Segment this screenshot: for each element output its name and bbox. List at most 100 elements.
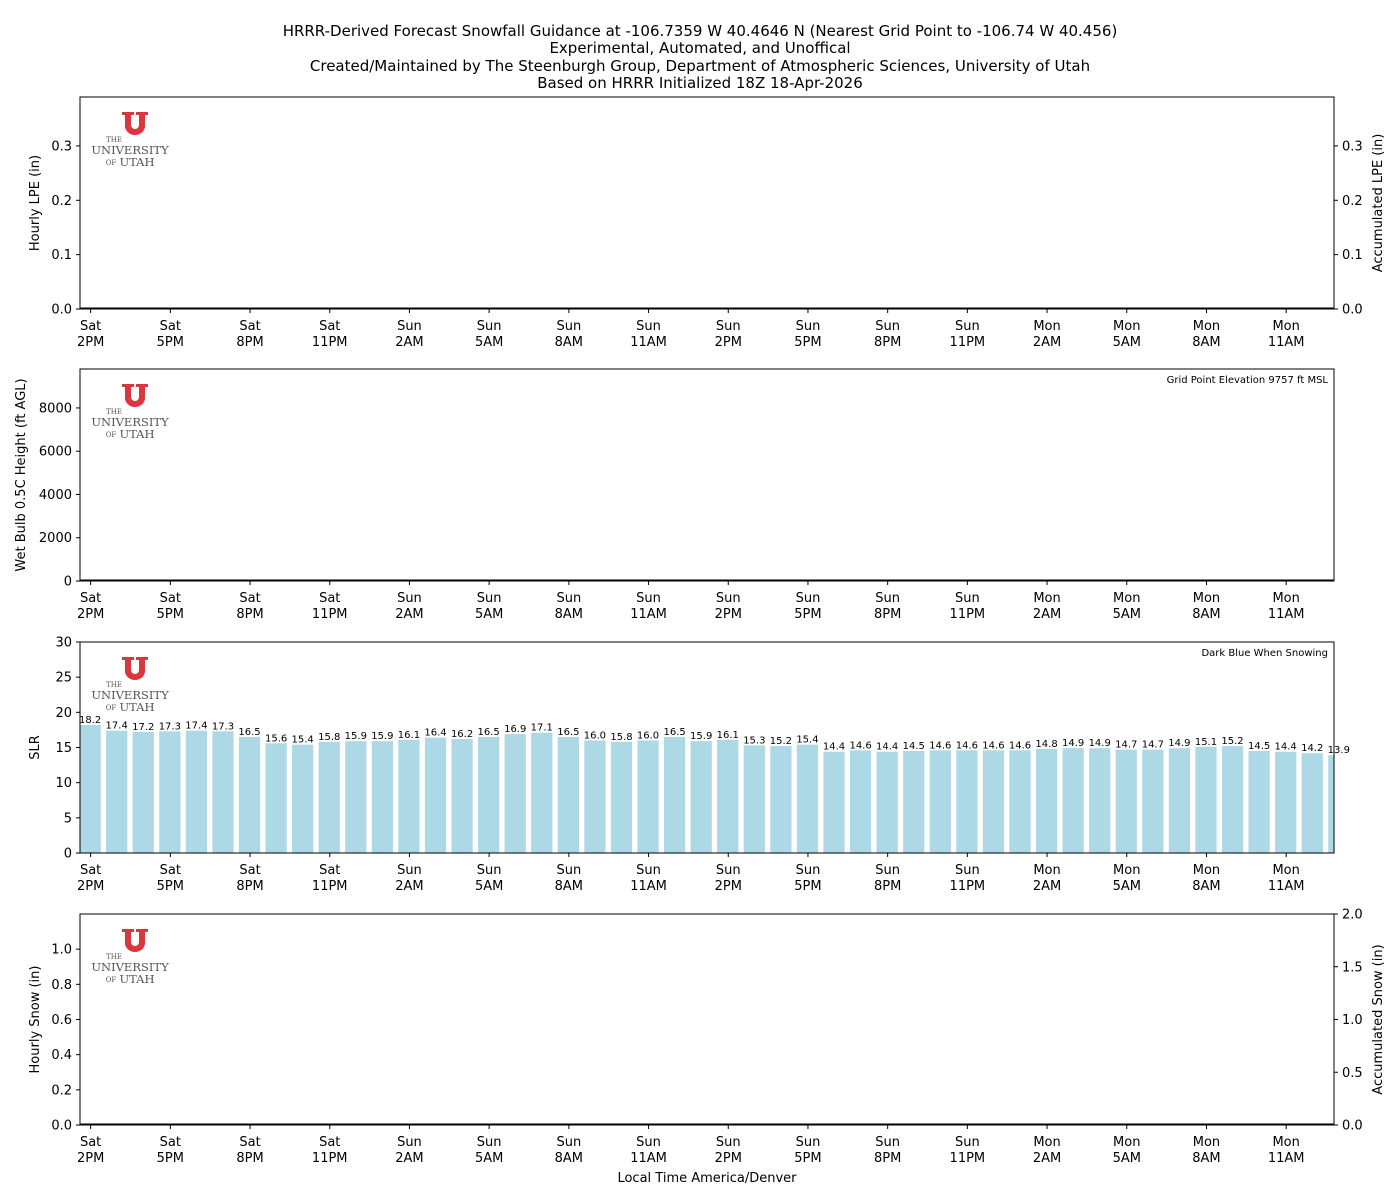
slr-bar xyxy=(796,744,819,853)
slr-bar-label: 14.2 xyxy=(1301,743,1323,754)
x-tick-day: Sat xyxy=(319,1135,340,1150)
x-tick-day: Sun xyxy=(556,1135,581,1150)
title-line-3: Created/Maintained by The Steenburgh Gro… xyxy=(310,57,1090,75)
x-tick-day: Sun xyxy=(716,1135,741,1150)
x-tick-day: Sat xyxy=(160,591,181,606)
x-axis-label: Local Time America/Denver xyxy=(617,1171,797,1186)
slr-bar-label: 14.6 xyxy=(1009,740,1031,751)
slr-bar xyxy=(770,746,792,853)
slr-bar-label: 14.6 xyxy=(956,740,978,751)
slr-bar-label: 14.4 xyxy=(876,742,898,753)
x-tick-time: 11PM xyxy=(312,335,348,350)
x-tick-day: Sun xyxy=(796,319,821,334)
y-tick-label: 0 xyxy=(64,847,72,862)
panel-annotation: Dark Blue When Snowing xyxy=(1201,648,1328,659)
slr-bar-label: 15.4 xyxy=(292,735,314,746)
slr-bar xyxy=(956,750,978,853)
x-tick-day: Sun xyxy=(556,863,581,878)
logo-line-of: OF xyxy=(106,976,117,984)
x-tick-time: 5PM xyxy=(794,1151,821,1166)
y-tick-label: 2000 xyxy=(39,531,72,546)
panel-annotation: Grid Point Elevation 9757 ft MSL xyxy=(1167,375,1329,386)
x-tick-day: Mon xyxy=(1193,591,1220,606)
slr-bar xyxy=(610,741,633,853)
x-tick-time: 11PM xyxy=(312,879,348,894)
x-tick-day: Sun xyxy=(397,319,422,334)
x-tick-day: Sun xyxy=(955,1135,980,1150)
x-tick-day: Sun xyxy=(716,319,741,334)
x-tick-day: Sat xyxy=(80,863,101,878)
slr-bar-label: 16.9 xyxy=(504,724,526,735)
x-tick-time: 8PM xyxy=(874,1151,901,1166)
slr-bar xyxy=(292,744,314,853)
y-axis-label: SLR xyxy=(28,735,43,760)
logo-u-icon xyxy=(122,929,148,952)
x-tick-day: Mon xyxy=(1272,591,1299,606)
slr-bar-label: 15.2 xyxy=(1221,736,1243,747)
slr-bar xyxy=(876,751,898,853)
slr-bar-label: 15.9 xyxy=(345,731,367,742)
x-tick-time: 2AM xyxy=(1033,1151,1061,1166)
x-tick-time: 8PM xyxy=(236,607,263,622)
slr-bar xyxy=(132,732,154,853)
x-tick-day: Sun xyxy=(397,1135,422,1150)
x-tick-day: Sun xyxy=(636,863,661,878)
x-tick-time: 5AM xyxy=(475,1151,503,1166)
x-tick-day: Sun xyxy=(556,319,581,334)
y-right-tick-label: 0.0 xyxy=(1342,303,1363,318)
x-tick-day: Mon xyxy=(1193,319,1220,334)
x-tick-day: Sat xyxy=(319,863,340,878)
x-tick-day: Mon xyxy=(1033,319,1060,334)
x-tick-time: 5AM xyxy=(1113,335,1141,350)
logo-line-of: OF xyxy=(106,704,117,712)
x-tick-day: Sun xyxy=(397,863,422,878)
slr-bar-label: 14.8 xyxy=(1035,739,1057,750)
x-tick-day: Sun xyxy=(477,319,502,334)
y-tick-label: 0.6 xyxy=(51,1013,72,1028)
slr-bar-label: 17.4 xyxy=(106,721,128,732)
y-axis-label: Wet Bulb 0.5C Height (ft AGL) xyxy=(14,378,29,571)
x-tick-day: Sun xyxy=(875,1135,900,1150)
y-tick-label: 4000 xyxy=(39,488,72,503)
x-tick-day: Sat xyxy=(239,863,260,878)
y-axis-label: Hourly Snow (in) xyxy=(28,966,43,1074)
x-tick-day: Sun xyxy=(716,591,741,606)
slr-bar xyxy=(823,751,845,853)
slr-bar-label: 14.9 xyxy=(1062,738,1084,749)
slr-bar-label: 17.2 xyxy=(132,722,154,733)
x-tick-time: 5AM xyxy=(1113,879,1141,894)
x-tick-day: Mon xyxy=(1113,319,1140,334)
y-tick-label: 30 xyxy=(55,636,72,651)
slr-bar-label: 14.5 xyxy=(1248,741,1270,752)
slr-bar-label: 14.7 xyxy=(1115,740,1137,751)
x-tick-time: 8AM xyxy=(555,607,583,622)
slr-bar xyxy=(929,750,951,853)
x-tick-day: Sun xyxy=(716,863,741,878)
y-tick-label: 0.1 xyxy=(51,248,72,263)
x-tick-time: 11PM xyxy=(312,1151,348,1166)
slr-bar-label: 15.1 xyxy=(1195,737,1217,748)
x-tick-day: Sat xyxy=(80,319,101,334)
slr-bar xyxy=(185,730,208,853)
slr-bar-label: 16.1 xyxy=(717,730,739,741)
y-tick-label: 0.2 xyxy=(51,1083,72,1098)
x-tick-time: 11AM xyxy=(1268,607,1305,622)
y-tick-label: 10 xyxy=(55,776,72,791)
logo-line-university: UNIVERSITY xyxy=(91,415,169,429)
slr-bar xyxy=(849,750,872,853)
logo-u-icon xyxy=(122,112,148,135)
slr-bar-label: 15.2 xyxy=(770,736,792,747)
y-right-tick-label: 0.2 xyxy=(1342,194,1363,209)
x-tick-time: 2AM xyxy=(395,607,423,622)
x-tick-time: 5AM xyxy=(475,607,503,622)
y-tick-label: 1.0 xyxy=(51,943,72,958)
x-tick-time: 8PM xyxy=(874,879,901,894)
x-tick-day: Sat xyxy=(80,1135,101,1150)
slr-bar xyxy=(478,736,500,853)
x-tick-day: Sun xyxy=(955,863,980,878)
x-tick-day: Sun xyxy=(477,591,502,606)
x-tick-day: Sun xyxy=(875,863,900,878)
